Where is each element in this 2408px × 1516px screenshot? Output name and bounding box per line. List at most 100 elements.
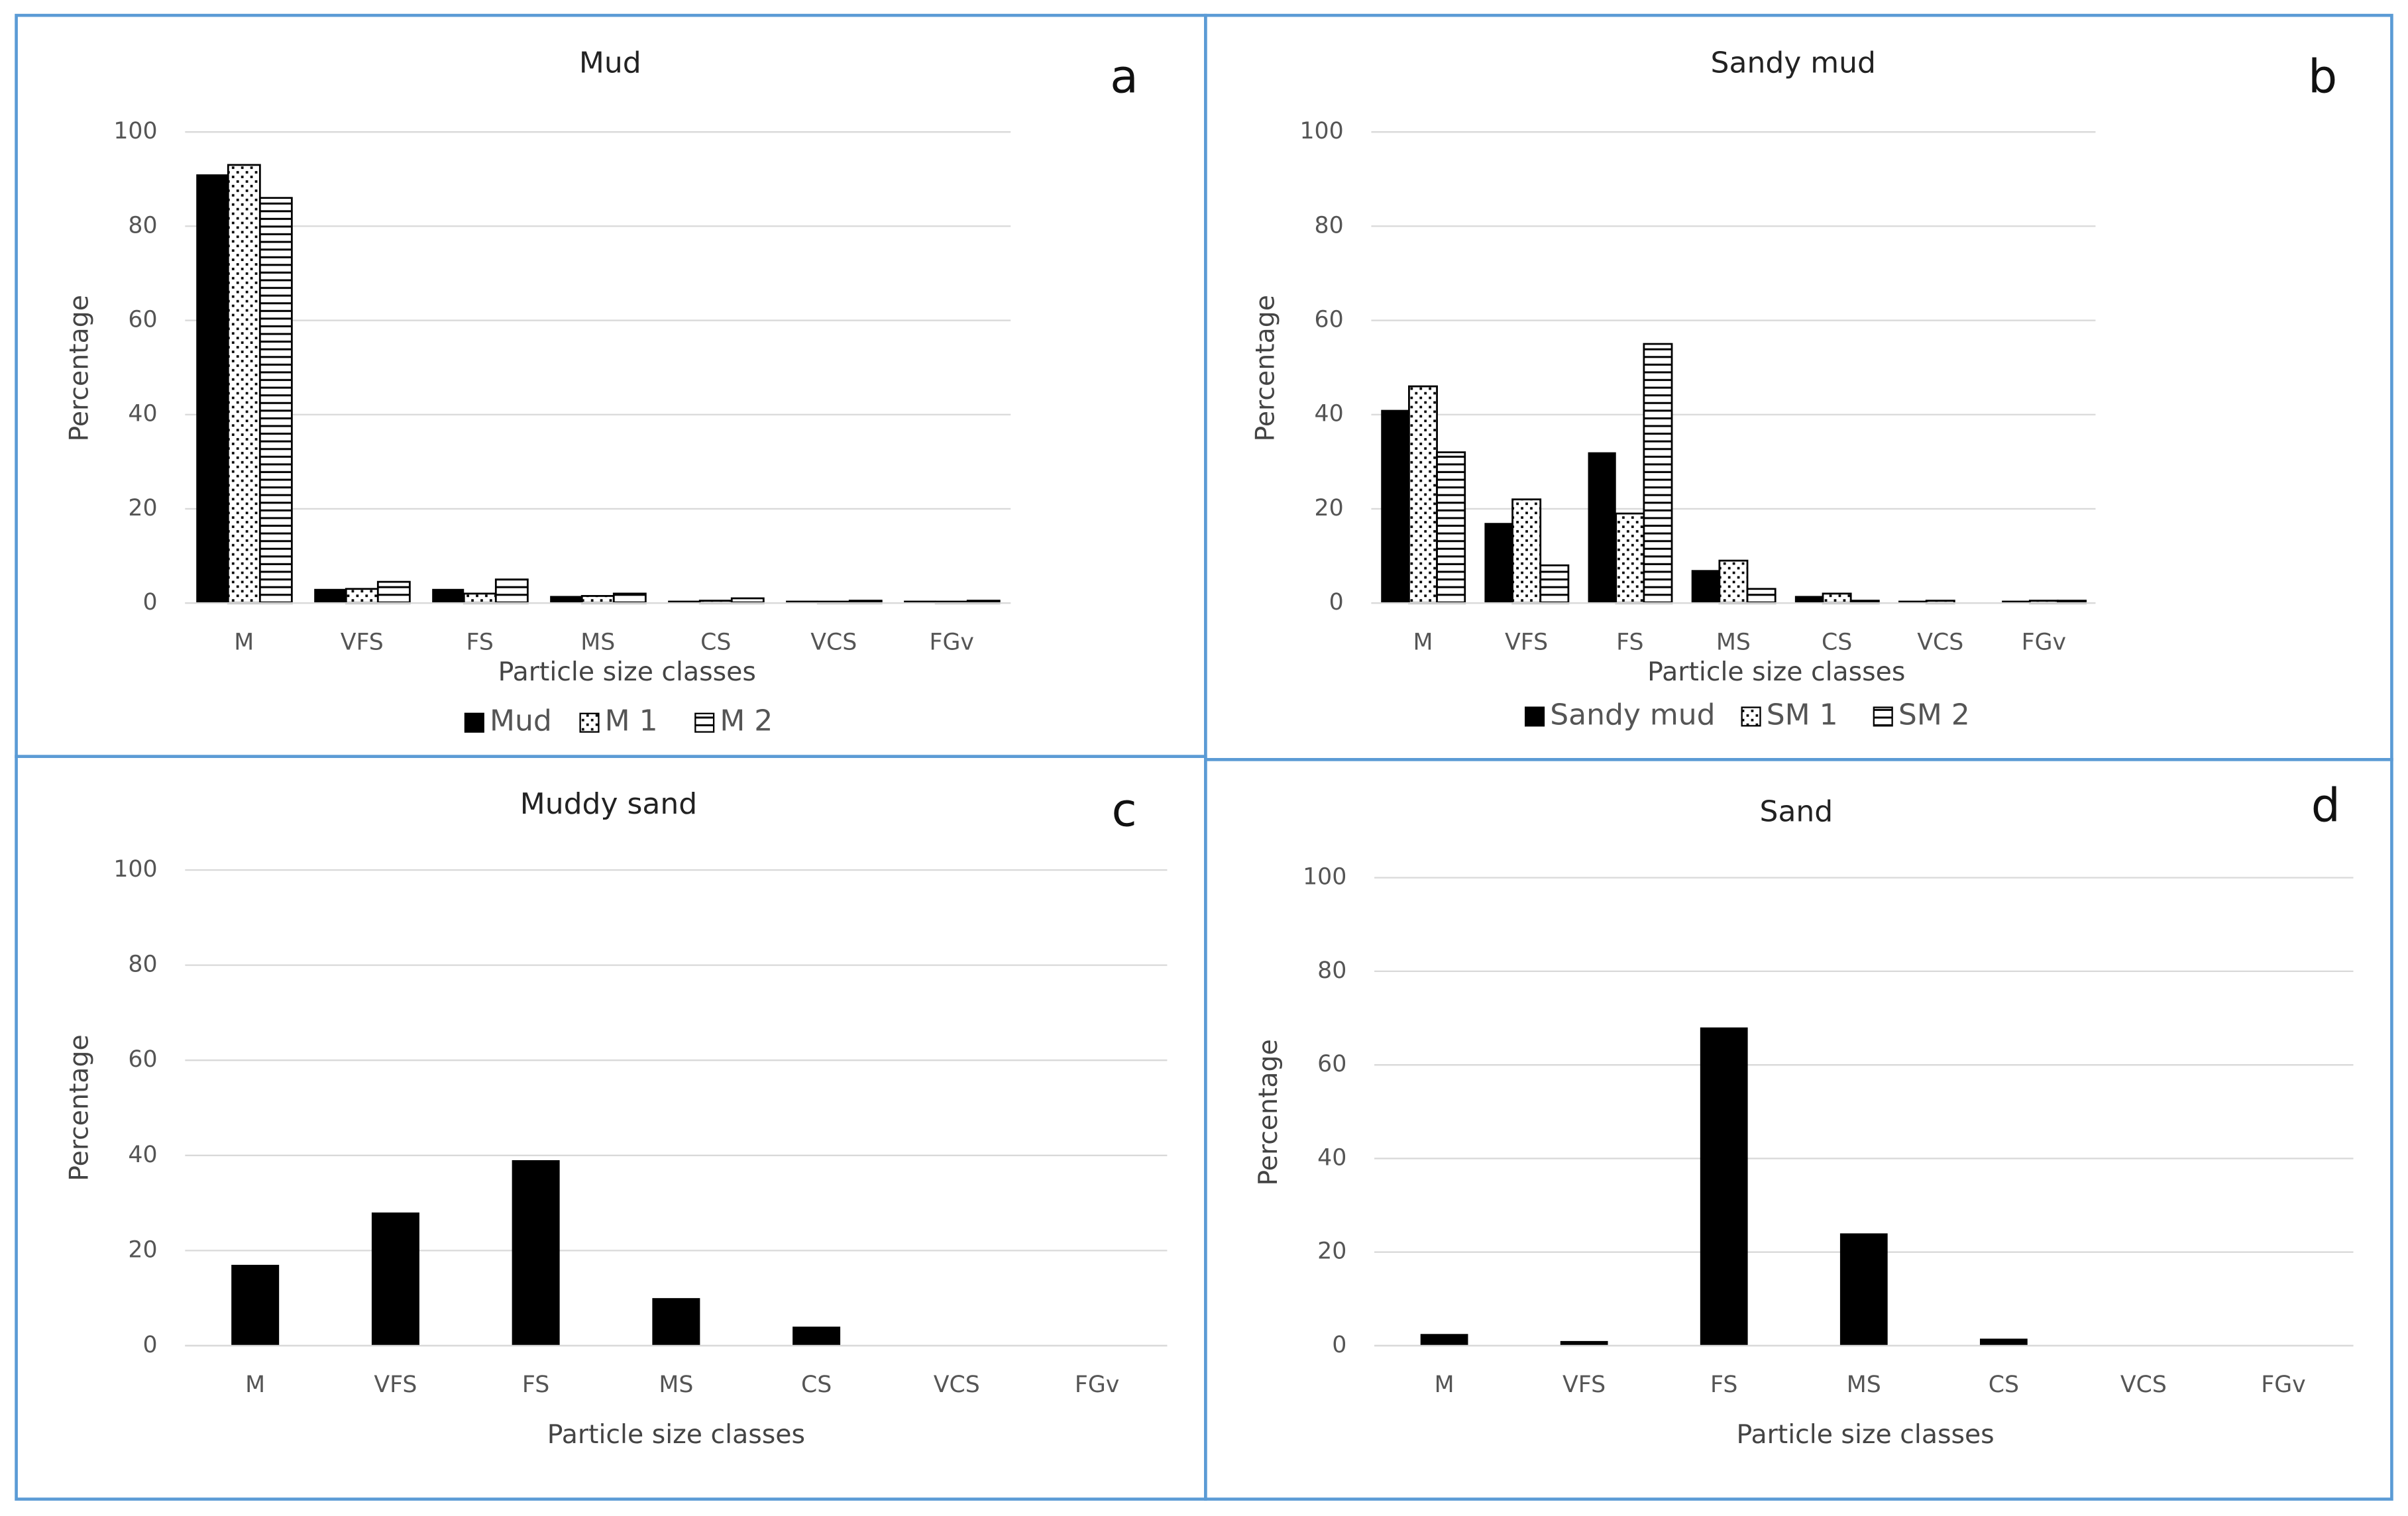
y-tick-label: 40 <box>1315 401 1344 427</box>
bar <box>1718 559 1749 604</box>
x-tick-label: CS <box>801 1372 832 1398</box>
y-tick-label: 40 <box>128 401 157 427</box>
bar <box>580 595 615 604</box>
chart-title: Mud <box>579 46 641 80</box>
y-tick-label: 80 <box>128 951 157 978</box>
y-tick-label: 20 <box>128 1236 157 1263</box>
x-axis-label: Particle size classes <box>547 1419 805 1450</box>
legend-swatch <box>694 712 715 733</box>
chart-title: Sandy mud <box>1711 46 1876 80</box>
x-tick-label: FS <box>1710 1372 1737 1398</box>
bar <box>258 197 293 604</box>
y-tick-label: 100 <box>1299 118 1343 144</box>
x-tick-label: VCS <box>1917 629 1963 655</box>
legend-label: Sandy mud <box>1550 698 1715 731</box>
panel-letter: a <box>1110 50 1138 103</box>
y-axis-label: Percentage <box>1253 1039 1284 1185</box>
x-tick-label: M <box>1435 1372 1454 1398</box>
x-tick-label: FGv <box>2261 1372 2305 1398</box>
x-tick-label: VCS <box>934 1372 980 1398</box>
x-tick-label: MS <box>580 629 615 655</box>
bar <box>1511 498 1542 604</box>
bar <box>371 1212 419 1346</box>
chart-title: Sand <box>1760 794 1833 828</box>
bar <box>786 600 818 604</box>
y-tick-label: 0 <box>1332 1332 1346 1358</box>
bar <box>1408 385 1438 604</box>
y-tick-label: 0 <box>143 589 158 616</box>
legend-label: M 1 <box>605 704 658 738</box>
x-tick-label: M <box>1413 629 1433 655</box>
bar <box>512 1160 560 1346</box>
legend-swatch <box>579 712 600 733</box>
legend-swatch <box>1873 706 1893 727</box>
bar <box>1794 596 1824 604</box>
bar <box>652 1298 700 1346</box>
x-tick-label: CS <box>1989 1372 2019 1398</box>
x-tick-label: FS <box>466 629 494 655</box>
x-tick-label: FGv <box>2022 629 2066 655</box>
panel-border <box>1204 758 2393 1501</box>
bar <box>1560 1340 1608 1346</box>
bar <box>1539 564 1570 604</box>
bar <box>793 1326 841 1346</box>
x-tick-label: VFS <box>1505 629 1548 655</box>
x-tick-label: FS <box>1616 629 1643 655</box>
x-tick-label: CS <box>1822 629 1852 655</box>
legend-label: SM 2 <box>1898 698 1970 731</box>
panel-letter: c <box>1111 784 1136 837</box>
bar <box>432 588 465 604</box>
bar <box>1979 1338 2028 1346</box>
bar <box>1615 512 1645 604</box>
y-tick-label: 100 <box>113 856 157 883</box>
panel-letter: b <box>2308 50 2337 103</box>
bar <box>668 600 700 604</box>
y-tick-label: 20 <box>128 495 157 521</box>
x-axis-label: Particle size classes <box>498 657 756 687</box>
y-axis-label: Percentage <box>64 1034 94 1181</box>
x-axis-label: Particle size classes <box>1647 657 1905 687</box>
bar <box>612 592 647 604</box>
bar <box>1746 588 1777 604</box>
y-tick-label: 60 <box>1317 1051 1346 1077</box>
y-tick-label: 0 <box>1329 589 1344 616</box>
bar <box>314 588 347 604</box>
y-tick-label: 60 <box>128 1046 157 1073</box>
x-tick-label: M <box>234 629 254 655</box>
x-tick-label: VCS <box>2120 1372 2167 1398</box>
bar <box>1691 570 1720 604</box>
y-tick-label: 80 <box>128 212 157 239</box>
y-tick-label: 20 <box>1317 1238 1346 1265</box>
bar <box>196 174 229 604</box>
bar <box>345 588 379 604</box>
chart-title: Muddy sand <box>520 787 697 821</box>
bar <box>494 578 529 604</box>
x-tick-label: VFS <box>341 629 384 655</box>
y-tick-label: 100 <box>1303 864 1346 891</box>
x-tick-label: FGv <box>1075 1372 1119 1398</box>
bar <box>1381 409 1409 604</box>
bar <box>1484 523 1513 604</box>
legend-label: M 2 <box>720 704 773 738</box>
x-tick-label: FS <box>522 1372 549 1398</box>
bar <box>1700 1027 1748 1346</box>
y-tick-label: 60 <box>128 307 157 333</box>
x-tick-label: MS <box>659 1372 693 1398</box>
legend-swatch <box>464 712 484 733</box>
legend-swatch <box>1525 706 1545 727</box>
bar <box>2002 600 2030 604</box>
y-tick-label: 60 <box>1315 307 1344 333</box>
bar <box>1898 600 1927 604</box>
bar <box>1822 592 1852 604</box>
y-axis-label: Percentage <box>1250 295 1280 441</box>
x-tick-label: MS <box>1847 1372 1881 1398</box>
bar <box>1643 343 1673 604</box>
bar <box>231 1264 280 1346</box>
y-tick-label: 20 <box>1315 495 1344 521</box>
y-axis-label: Percentage <box>64 295 94 441</box>
x-tick-label: VFS <box>374 1372 417 1398</box>
x-tick-label: VFS <box>1562 1372 1606 1398</box>
y-tick-label: 100 <box>113 118 157 144</box>
